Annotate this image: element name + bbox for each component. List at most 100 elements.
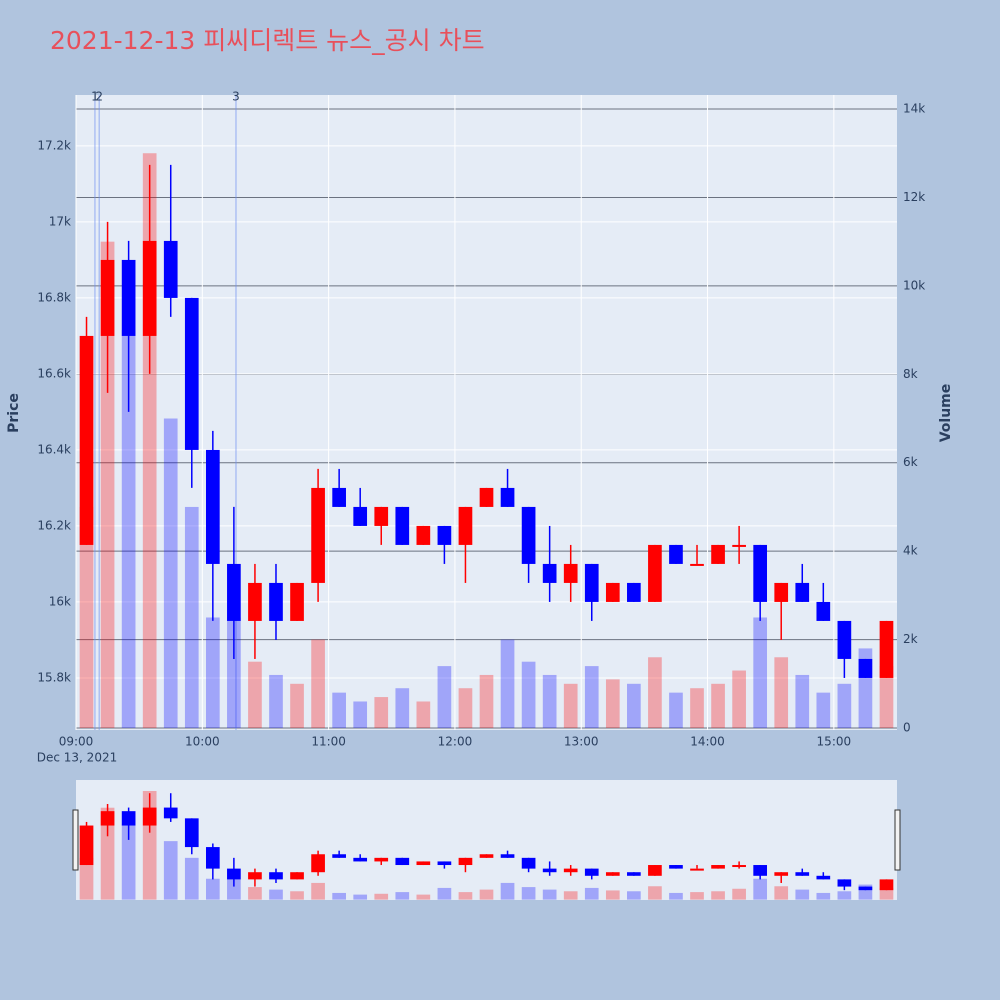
candle-body bbox=[353, 857, 368, 862]
volume-bar bbox=[795, 889, 810, 900]
candle-body bbox=[142, 807, 157, 826]
y-tick-label: 17k bbox=[49, 214, 71, 228]
y-tick-label: 16.2k bbox=[37, 518, 71, 532]
candle-body bbox=[774, 582, 789, 602]
y2-tick-label: 14k bbox=[903, 102, 925, 116]
candle-body bbox=[774, 872, 789, 876]
candle-body bbox=[227, 563, 241, 621]
range-slider[interactable] bbox=[76, 780, 897, 900]
volume-bar bbox=[395, 892, 410, 900]
volume-bar bbox=[500, 882, 515, 900]
volume-bar bbox=[269, 674, 283, 729]
candle-body bbox=[479, 487, 494, 507]
candle-body bbox=[627, 872, 641, 876]
volume-bar bbox=[500, 639, 515, 729]
candle-body bbox=[437, 861, 452, 866]
volume-bar bbox=[248, 661, 262, 729]
volume-bar bbox=[100, 241, 115, 729]
candle-body bbox=[879, 879, 894, 891]
candle-body bbox=[416, 861, 431, 866]
volume-bar bbox=[353, 894, 368, 900]
candle-body bbox=[879, 620, 894, 678]
x-tick-label: 15:00 bbox=[817, 735, 852, 749]
x-tick-label: 13:00 bbox=[564, 735, 599, 749]
candle-body bbox=[121, 259, 136, 336]
y2-tick-label: 4k bbox=[903, 544, 918, 558]
volume-bar bbox=[605, 679, 620, 729]
volume-bar bbox=[627, 891, 641, 900]
candle-body bbox=[858, 658, 873, 678]
candle-body bbox=[542, 563, 557, 583]
volume-bar bbox=[311, 882, 325, 900]
candle-body bbox=[163, 240, 178, 298]
volume-bar bbox=[374, 893, 389, 900]
volume-bar bbox=[732, 888, 746, 900]
y2-axis-title: Volume bbox=[938, 384, 954, 443]
volume-bar bbox=[563, 891, 578, 900]
candle-body bbox=[332, 487, 346, 507]
volume-bar bbox=[753, 617, 768, 729]
candle-body bbox=[732, 544, 746, 547]
candle-body bbox=[753, 544, 768, 602]
volume-bar bbox=[227, 617, 241, 729]
volume-bar bbox=[669, 892, 683, 900]
candle-body bbox=[416, 525, 431, 545]
candle-body bbox=[584, 563, 599, 602]
slider-handle[interactable] bbox=[72, 809, 79, 871]
volume-bar bbox=[332, 892, 346, 900]
candle-body bbox=[690, 563, 704, 566]
y-axis-title: Price bbox=[6, 393, 22, 433]
candle-body bbox=[669, 865, 683, 869]
candle-body bbox=[311, 854, 325, 873]
volume-bar bbox=[732, 670, 746, 729]
x-tick-label: 11:00 bbox=[311, 735, 346, 749]
slider-handle[interactable] bbox=[894, 809, 901, 871]
candle-body bbox=[100, 259, 115, 336]
candle-body bbox=[458, 857, 473, 866]
candle-body bbox=[711, 865, 725, 869]
volume-bar bbox=[353, 701, 368, 729]
candle-body bbox=[753, 865, 768, 876]
volume-bar bbox=[816, 692, 831, 729]
candle-body bbox=[395, 857, 410, 866]
chart-title: 2021-12-13 피씨디렉트 뉴스_공시 차트 bbox=[50, 26, 485, 55]
volume-bar bbox=[795, 674, 810, 729]
volume-bar bbox=[563, 683, 578, 729]
candle-body bbox=[648, 865, 662, 876]
candle-body bbox=[837, 620, 852, 659]
volume-bar bbox=[753, 878, 768, 900]
volume-bar bbox=[648, 657, 662, 729]
candle-body bbox=[374, 506, 389, 526]
volume-bar bbox=[774, 657, 789, 729]
volume-bar bbox=[290, 891, 304, 900]
candle-body bbox=[542, 868, 557, 873]
volume-bar bbox=[837, 683, 852, 729]
volume-bar bbox=[100, 807, 115, 900]
volume-bar bbox=[584, 887, 599, 900]
candle-body bbox=[627, 582, 641, 602]
volume-bar bbox=[458, 892, 473, 900]
x-date-label: Dec 13, 2021 bbox=[37, 751, 117, 765]
y-tick-label: 16.4k bbox=[37, 442, 71, 456]
candle-body bbox=[79, 335, 94, 545]
news-label: 3 bbox=[232, 90, 240, 104]
volume-bar bbox=[437, 666, 452, 729]
volume-bar bbox=[605, 890, 620, 900]
candle-body bbox=[584, 868, 599, 876]
candle-body bbox=[837, 879, 852, 887]
candle-body bbox=[269, 872, 283, 880]
candle-body bbox=[79, 825, 94, 866]
y-tick-label: 16.6k bbox=[37, 366, 71, 380]
candle-body bbox=[184, 818, 199, 848]
candle-body bbox=[732, 865, 746, 868]
candle-body bbox=[795, 872, 810, 876]
candle-body bbox=[395, 506, 410, 545]
y2-tick-label: 8k bbox=[903, 367, 918, 381]
candle-body bbox=[458, 506, 473, 545]
candle-body bbox=[500, 487, 515, 507]
candle-body bbox=[290, 582, 304, 621]
volume-bar bbox=[121, 330, 136, 729]
candle-body bbox=[311, 487, 325, 583]
candle-body bbox=[711, 544, 725, 564]
